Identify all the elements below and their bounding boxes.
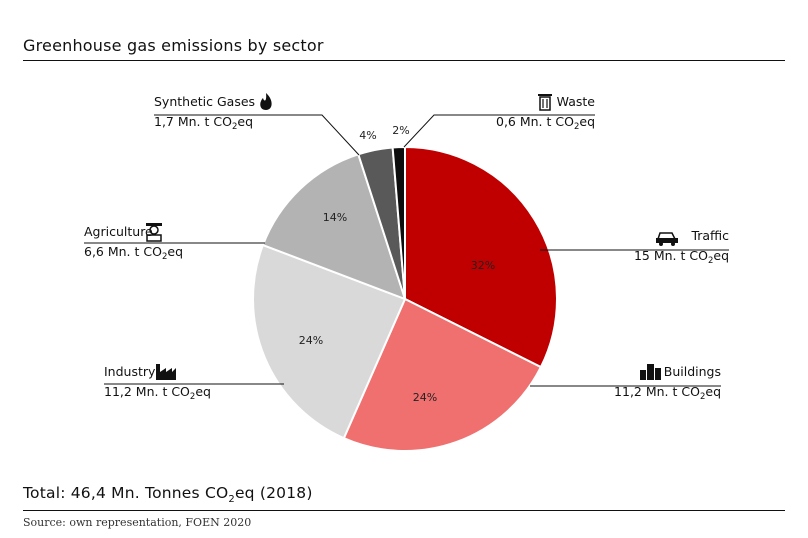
callout-name: Buildings (664, 364, 721, 379)
factory-icon (156, 364, 176, 380)
farmer-icon (146, 223, 162, 242)
chart-title: Greenhouse gas emissions by sector (23, 36, 324, 55)
callout-buildings: Buildings 11,2 Mn. t CO2eq (530, 364, 721, 402)
source-note: Source: own representation, FOEN 2020 (23, 516, 252, 529)
total-emissions: Total: 46,4 Mn. Tonnes CO2eq (2018) (23, 484, 313, 506)
pie-slice-buildings (342, 297, 543, 452)
slice-percent-label: 24% (413, 391, 437, 404)
callout-waste: Waste 0,6 Mn. t CO2eq (403, 94, 596, 148)
callout-value: 0,6 Mn. t CO2eq (496, 114, 595, 132)
callout-name: Traffic (690, 228, 729, 243)
pie-slice-traffic (404, 145, 558, 369)
callout-value: 11,2 Mn. t CO2eq (614, 384, 721, 402)
callout-value: 1,7 Mn. t CO2eq (154, 114, 253, 132)
callout-industry: Industry 11,2 Mn. t CO2eq (104, 364, 284, 402)
callout-value: 15 Mn. t CO2eq (634, 248, 729, 266)
leader-line (154, 114, 360, 156)
trash-icon (538, 94, 552, 111)
callout-value: 6,6 Mn. t CO2eq (84, 244, 183, 262)
callout-agriculture: Agriculture 6,6 Mn. t CO2eq (84, 223, 265, 262)
leader-line (403, 114, 595, 148)
callout-synthetic-gases: Synthetic Gases 1,7 Mn. t CO2eq (154, 93, 360, 156)
callout-name: Waste (557, 94, 596, 109)
slice-percent-label: 4% (359, 129, 376, 142)
buildings-icon (640, 364, 661, 380)
car-icon (656, 232, 678, 246)
pie-slice-waste (391, 145, 406, 300)
pie-slice-industry (252, 243, 407, 440)
callout-traffic: Traffic 15 Mn. t CO2eq (540, 228, 729, 266)
slice-percent-label: 14% (323, 211, 347, 224)
flame-icon (260, 93, 272, 110)
bottom-divider (23, 510, 785, 511)
slice-percent-label: 2% (392, 124, 409, 137)
callout-value: 11,2 Mn. t CO2eq (104, 384, 211, 402)
callout-name: Agriculture (84, 224, 153, 239)
top-divider (23, 60, 785, 61)
slice-percent-label: 24% (299, 334, 323, 347)
callout-name: Industry (104, 364, 156, 379)
slice-percent-label: 32% (471, 259, 495, 272)
callout-name: Synthetic Gases (154, 94, 255, 109)
